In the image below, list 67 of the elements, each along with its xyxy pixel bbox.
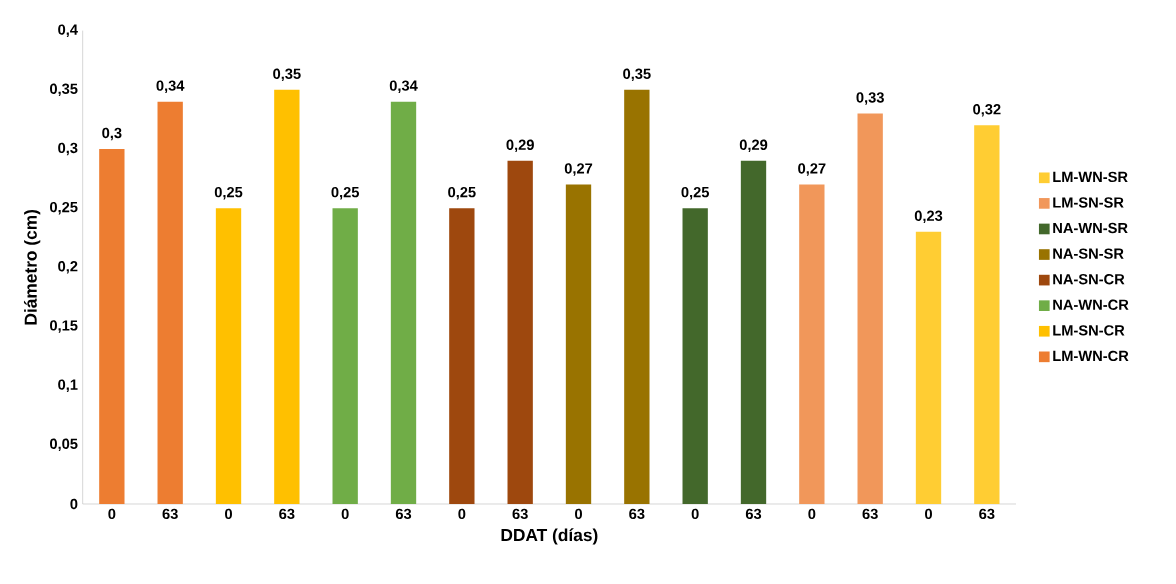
x-tick-label: 0 — [575, 508, 582, 520]
bar — [565, 184, 592, 504]
data-label: 0,25 — [214, 186, 243, 200]
bar — [740, 160, 767, 504]
x-tick-label: 63 — [629, 508, 645, 520]
legend-label: NA-WN-SR — [1053, 222, 1128, 234]
y-tick-label: 0,15 — [50, 320, 78, 333]
x-tick-label: 0 — [458, 508, 466, 520]
bar — [624, 89, 650, 504]
legend-label: LM-SN-SR — [1053, 197, 1124, 208]
bar — [799, 184, 825, 504]
data-label: 0,29 — [739, 139, 768, 153]
bar — [449, 208, 475, 504]
data-label: 0,27 — [798, 163, 826, 176]
legend-label: NA-SN-CR — [1053, 274, 1125, 285]
y-tick-label: 0,35 — [50, 83, 78, 97]
data-label: 0,33 — [856, 92, 884, 105]
x-tick-label: 0 — [225, 508, 232, 520]
x-tick-label: 0 — [808, 508, 816, 520]
x-tick-label: 0 — [108, 508, 116, 520]
legend-label: LM-SN-CR — [1053, 325, 1125, 336]
legend-label: NA-SN-SR — [1053, 248, 1124, 259]
data-label: 0,25 — [681, 186, 710, 200]
y-tick-label: 0,4 — [58, 24, 78, 37]
data-label: 0,25 — [448, 186, 476, 200]
bar — [332, 208, 358, 504]
data-label: 0,32 — [973, 104, 1001, 117]
y-tick-label: 0,3 — [58, 142, 78, 156]
data-label: 0,34 — [156, 80, 185, 93]
bar — [915, 231, 942, 504]
x-tick-label: 0 — [691, 508, 699, 520]
bar — [99, 148, 125, 504]
bar — [682, 208, 708, 504]
y-tick-label: 0,1 — [58, 379, 78, 392]
x-tick-label: 63 — [512, 508, 528, 520]
data-label: 0,23 — [914, 210, 943, 224]
bar — [215, 208, 242, 504]
bar — [274, 89, 300, 504]
y-tick-label: 0,25 — [50, 201, 78, 215]
legend-label: LM-WN-SR — [1053, 171, 1128, 183]
legend-label: NA-WN-CR — [1053, 299, 1129, 310]
data-label: 0,35 — [623, 68, 651, 82]
y-tick-label: 0,05 — [50, 438, 78, 452]
bar — [390, 101, 417, 504]
x-tick-label: 63 — [979, 508, 995, 520]
y-tick-label: 0,2 — [58, 261, 78, 274]
bar — [507, 160, 533, 504]
data-label: 0,35 — [273, 68, 301, 82]
data-label: 0,25 — [331, 186, 360, 200]
bar — [157, 101, 183, 504]
x-tick-label: 63 — [395, 508, 412, 520]
x-tick-label: 63 — [745, 508, 762, 520]
x-axis-title: DDAT (días) — [501, 528, 598, 545]
data-label: 0,3 — [102, 127, 122, 141]
x-tick-label: 63 — [162, 508, 178, 520]
x-tick-label: 63 — [862, 508, 878, 520]
x-tick-label: 0 — [341, 508, 349, 520]
data-label: 0,34 — [389, 80, 418, 93]
legend-label: LM-WN-CR — [1053, 350, 1129, 362]
bar — [857, 113, 883, 504]
data-label: 0,27 — [564, 163, 593, 176]
y-axis-title: Diámetro (cm) — [23, 209, 41, 325]
data-label: 0,29 — [506, 139, 534, 153]
x-tick-label: 63 — [279, 508, 295, 520]
bar — [974, 125, 1000, 504]
y-tick-label: 0 — [70, 498, 78, 510]
x-tick-label: 0 — [925, 508, 932, 520]
